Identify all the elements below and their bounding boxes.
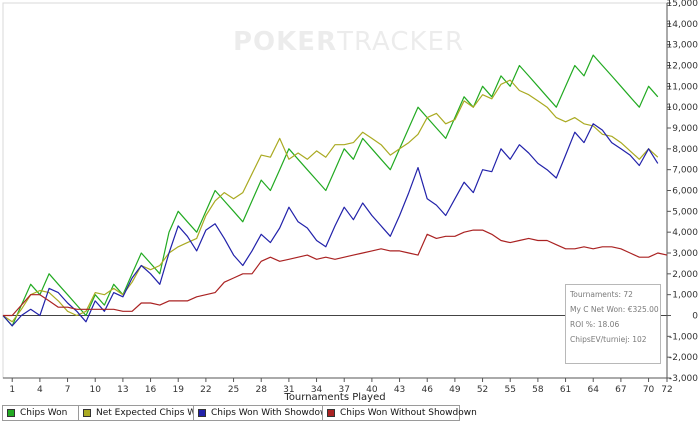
stat-tournaments: Tournaments: 72 <box>570 290 633 299</box>
legend-label: Net Expected Chips Won <box>96 408 207 418</box>
x-tick-label: 31 <box>283 385 294 395</box>
x-tick-label: 25 <box>228 385 239 395</box>
y-tick-label: -1,000 <box>669 332 698 342</box>
x-tick-label: 70 <box>643 385 655 395</box>
x-axis-ticks: 1 4 7 10 13 16 19 22 25 28 31 34 37 40 43 46 49 52 55 58 61 6… <box>9 378 673 395</box>
legend-item-with-showdown[interactable]: Chips Won With Showdown <box>193 405 333 421</box>
x-tick-label: 72 <box>661 385 672 395</box>
y-tick-label: 5,000 <box>672 207 698 217</box>
legend-label: Chips Won <box>20 408 68 418</box>
legend-item-chips-won[interactable]: Chips Won <box>2 405 79 421</box>
y-tick-label: 12,000 <box>667 62 699 72</box>
x-tick-label: 37 <box>338 385 349 395</box>
y-tick-label: 8,000 <box>672 145 698 155</box>
x-tick-label: 34 <box>311 385 323 395</box>
y-axis-ticks: -3,000 -2,000 -1,000 0 1,000 2,000 3,000 4,000 5… <box>667 0 699 384</box>
x-tick-label: 7 <box>65 385 71 395</box>
y-tick-label: 0 <box>692 312 698 322</box>
watermark-brand-light: TRACKER <box>337 27 465 57</box>
legend-swatch-with-showdown <box>198 409 206 417</box>
x-tick-label: 1 <box>9 385 15 395</box>
x-tick-label: 46 <box>421 385 433 395</box>
x-tick-label: 19 <box>172 385 184 395</box>
x-tick-label: 10 <box>89 385 101 395</box>
legend-swatch-without-showdown <box>327 409 335 417</box>
x-tick-label: 52 <box>477 385 488 395</box>
x-tick-label: 58 <box>532 385 544 395</box>
y-tick-label: 6,000 <box>672 187 698 197</box>
series-layer <box>2 54 668 327</box>
legend-item-without-showdown[interactable]: Chips Won Without Showdown <box>322 405 477 421</box>
y-tick-label: -3,000 <box>669 374 698 384</box>
legend-item-net-expected[interactable]: Net Expected Chips Won <box>78 405 207 421</box>
y-tick-label: 2,000 <box>672 270 698 280</box>
x-tick-label: 55 <box>504 385 515 395</box>
y-tick-label: 4,000 <box>672 228 698 238</box>
y-tick-label: 7,000 <box>672 166 698 176</box>
brand-watermark: POKERTRACKER <box>233 27 464 57</box>
x-tick-label: 64 <box>587 385 599 395</box>
y-tick-label: -2,000 <box>669 353 698 363</box>
y-tick-label: 13,000 <box>667 41 699 51</box>
x-tick-label: 16 <box>145 385 157 395</box>
x-tick-label: 49 <box>449 385 461 395</box>
series-line-2 <box>2 123 659 327</box>
y-tick-label: 15,000 <box>667 0 699 9</box>
y-tick-label: 9,000 <box>672 124 698 134</box>
legend-swatch-net-expected <box>83 409 91 417</box>
chart-legend: Chips Won Net Expected Chips Won Chips W… <box>2 405 477 421</box>
stat-roi: ROI %: 18.06 <box>570 320 620 329</box>
legend-label: Chips Won With Showdown <box>211 408 334 418</box>
y-tick-label: 10,000 <box>667 103 699 113</box>
x-tick-label: 67 <box>615 385 626 395</box>
x-tick-label: 40 <box>366 385 378 395</box>
series-line-0 <box>2 54 659 327</box>
x-tick-label: 13 <box>117 385 128 395</box>
stat-net-won: My C Net Won: €325.00 <box>570 305 659 314</box>
x-tick-label: 28 <box>255 385 267 395</box>
stat-chips-ev: ChipsEV/turniej: 102 <box>570 335 647 344</box>
x-tick-label: 61 <box>560 385 571 395</box>
legend-label: Chips Won Without Showdown <box>340 408 477 418</box>
legend-swatch-chips-won <box>7 409 15 417</box>
x-tick-label: 43 <box>394 385 405 395</box>
y-tick-label: 1,000 <box>672 291 698 301</box>
x-tick-label: 22 <box>200 385 211 395</box>
y-tick-label: 3,000 <box>672 249 698 259</box>
stats-box: Tournaments: 72 My C Net Won: €325.00 RO… <box>565 284 661 364</box>
y-tick-label: 11,000 <box>667 82 699 92</box>
x-axis-title: Tournaments Played <box>283 392 385 403</box>
series-line-1 <box>2 79 659 323</box>
y-tick-label: 14,000 <box>667 20 699 30</box>
series-line-3 <box>3 229 668 317</box>
x-tick-label: 4 <box>37 385 43 395</box>
watermark-brand-bold: POKER <box>233 27 338 57</box>
